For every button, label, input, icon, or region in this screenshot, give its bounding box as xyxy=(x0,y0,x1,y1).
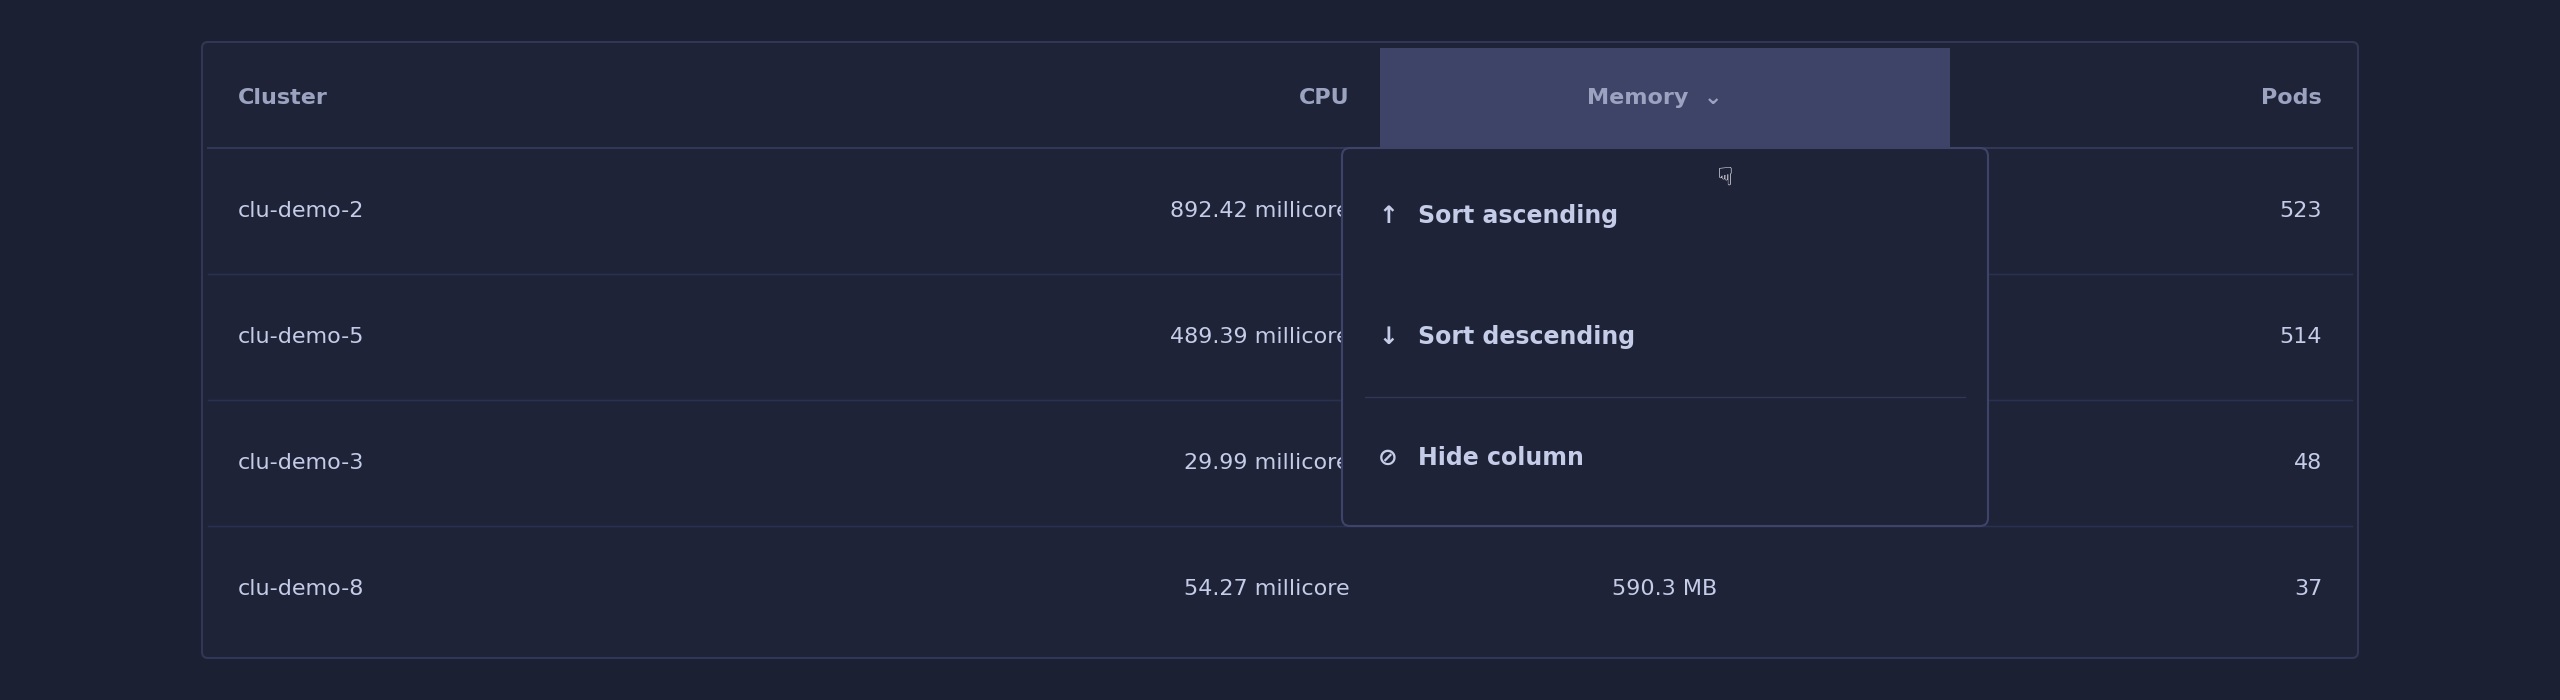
Text: 892.42 millicore: 892.42 millicore xyxy=(1170,201,1349,221)
Text: 54.27 millicore: 54.27 millicore xyxy=(1185,579,1349,599)
Text: ↑: ↑ xyxy=(1377,204,1398,228)
Text: ☞: ☞ xyxy=(1708,166,1733,188)
Text: clu-demo-3: clu-demo-3 xyxy=(238,453,364,473)
Text: Cluster: Cluster xyxy=(238,88,328,108)
Text: ⊘: ⊘ xyxy=(1377,446,1398,470)
Text: Hide column: Hide column xyxy=(1418,446,1585,470)
Text: 48: 48 xyxy=(2294,453,2322,473)
Text: Sort descending: Sort descending xyxy=(1418,325,1636,349)
Text: CPU: CPU xyxy=(1300,88,1349,108)
Text: 514: 514 xyxy=(2278,327,2322,347)
FancyBboxPatch shape xyxy=(1380,48,1951,148)
Text: 590.3 MB: 590.3 MB xyxy=(1613,579,1718,599)
Text: 523: 523 xyxy=(2278,201,2322,221)
FancyBboxPatch shape xyxy=(1341,148,1989,526)
Text: Pods: Pods xyxy=(2260,88,2322,108)
Text: Sort ascending: Sort ascending xyxy=(1418,204,1618,228)
Text: 489.39 millicore: 489.39 millicore xyxy=(1170,327,1349,347)
Text: 37: 37 xyxy=(2294,579,2322,599)
Text: ↓: ↓ xyxy=(1377,325,1398,349)
Text: 29.99 millicore: 29.99 millicore xyxy=(1185,453,1349,473)
Text: Memory  ⌄: Memory ⌄ xyxy=(1587,88,1723,108)
Text: clu-demo-5: clu-demo-5 xyxy=(238,327,364,347)
FancyBboxPatch shape xyxy=(202,42,2358,658)
Text: clu-demo-2: clu-demo-2 xyxy=(238,201,364,221)
Text: clu-demo-8: clu-demo-8 xyxy=(238,579,364,599)
